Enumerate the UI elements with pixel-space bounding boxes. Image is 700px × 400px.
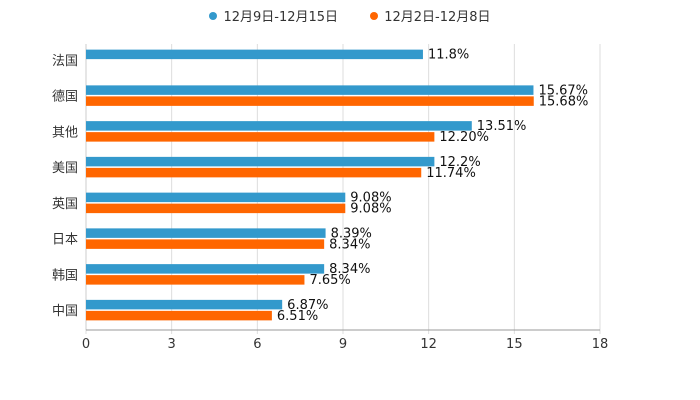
bar: [86, 264, 325, 274]
x-tick-label: 9: [339, 337, 347, 352]
legend-label-series-1: 12月9日-12月15日: [223, 10, 339, 25]
x-tick-label: 12: [420, 337, 437, 352]
data-label: 8.34%: [329, 262, 370, 277]
bar: [86, 275, 305, 285]
bar: [86, 132, 435, 142]
bar: [86, 121, 472, 131]
data-label: 8.39%: [331, 226, 372, 241]
data-label: 8.34%: [329, 237, 370, 252]
category-label: 韩国: [52, 268, 78, 283]
data-label: 9.08%: [350, 202, 391, 217]
category-label: 法国: [52, 54, 78, 69]
x-tick-label: 15: [506, 337, 523, 352]
bar: [86, 239, 325, 249]
x-tick-label: 0: [82, 337, 90, 352]
data-label: 12.2%: [439, 155, 480, 170]
category-label: 英国: [52, 197, 78, 212]
data-label: 12.20%: [439, 130, 489, 145]
bar: [86, 192, 346, 203]
data-label: 7.65%: [309, 273, 350, 288]
legend-item-series-1[interactable]: 12月9日-12月15日: [209, 6, 338, 25]
x-tick-label: 3: [168, 337, 176, 352]
bar: [86, 228, 326, 238]
bar: [86, 299, 283, 310]
category-label: 美国: [52, 161, 78, 176]
x-tick-label: 18: [592, 337, 609, 352]
x-tick-label: 6: [253, 337, 261, 352]
data-label: 9.08%: [350, 191, 391, 206]
category-label: 德国: [52, 90, 78, 105]
legend-marker-series-1: [209, 11, 218, 20]
data-label: 13.51%: [477, 119, 527, 134]
legend-marker-series-2: [370, 11, 379, 20]
data-label: 6.51%: [277, 309, 318, 324]
data-label: 15.67%: [538, 83, 588, 98]
data-label: 6.87%: [287, 298, 328, 313]
bar: [86, 167, 422, 178]
data-label: 11.8%: [428, 48, 469, 63]
bar: [86, 310, 272, 321]
bar: [86, 203, 346, 214]
category-label: 日本: [52, 233, 78, 248]
data-label: 11.74%: [426, 166, 476, 181]
bar: [86, 85, 534, 95]
bar: [86, 49, 423, 60]
legend-item-series-2[interactable]: 12月2日-12月8日: [370, 6, 491, 25]
legend: 12月9日-12月15日 12月2日-12月8日: [0, 6, 700, 25]
data-label: 15.68%: [539, 94, 589, 109]
category-label: 中国: [52, 304, 78, 319]
bar: [86, 96, 534, 106]
category-label: 其他: [52, 125, 78, 140]
legend-label-series-2: 12月2日-12月8日: [384, 10, 491, 25]
bar: [86, 156, 435, 167]
